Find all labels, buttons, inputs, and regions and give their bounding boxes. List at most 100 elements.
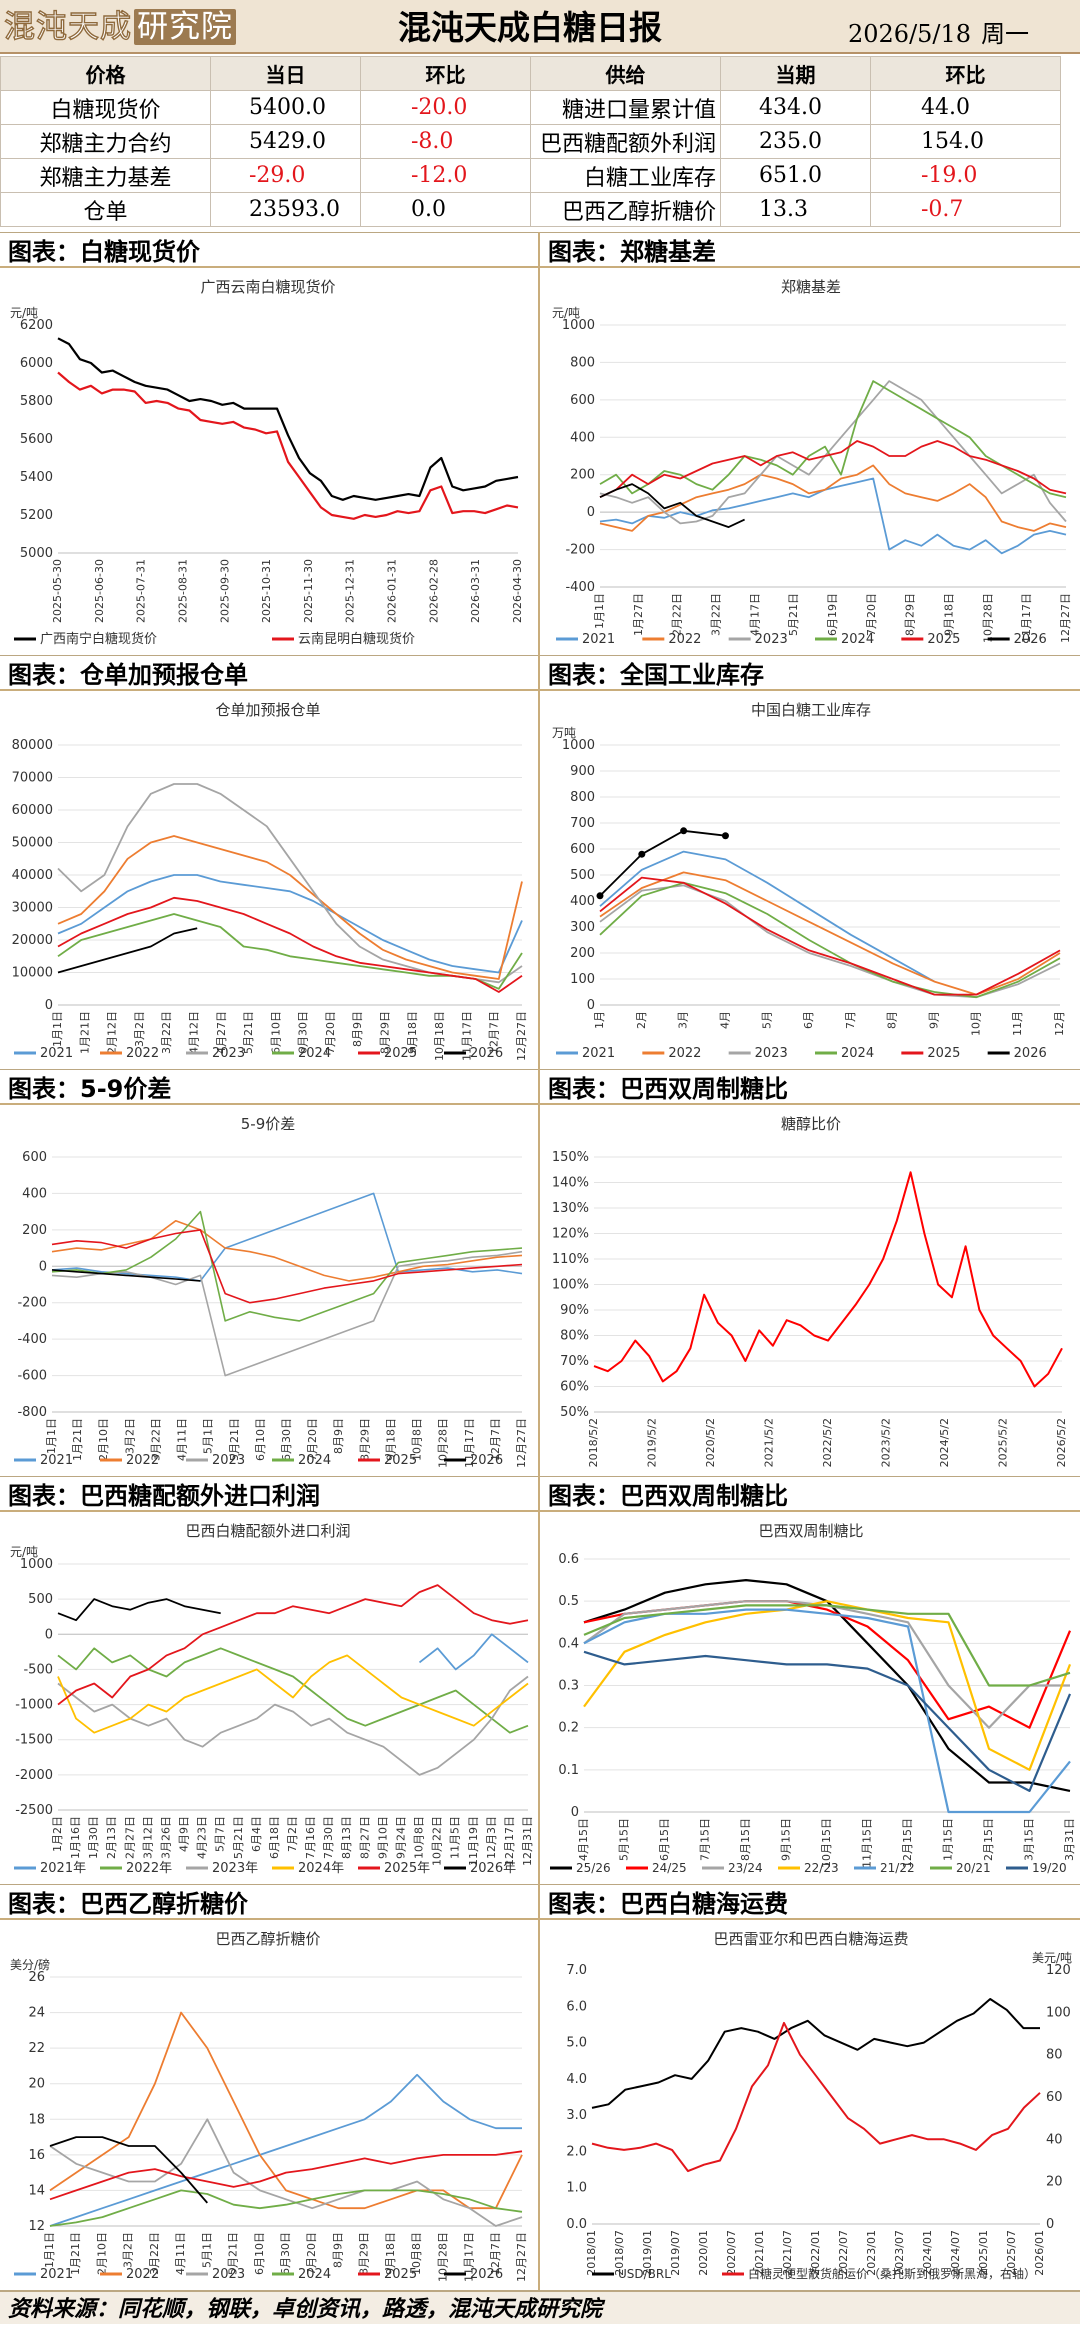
series-line: [57, 1598, 221, 1622]
legend-label: 2023: [212, 1453, 245, 1468]
x-tick-label: 8月9日: [331, 2232, 344, 2268]
x-tick-label: 2025-07-31: [135, 559, 148, 623]
x-tick-label: 6月18日: [268, 1816, 281, 1859]
series-line: [591, 1998, 1040, 2109]
x-tick-label: 2月: [635, 1011, 648, 1029]
x-tick-label: 2026-03-31: [469, 559, 482, 623]
legend-label: 2021年: [40, 1861, 86, 1876]
series-line: [583, 1600, 1072, 1771]
legend-label: 2023: [755, 632, 788, 647]
section-title: 图表：仓单加预报仓单: [0, 655, 538, 691]
indicator-change: 0.0: [360, 192, 531, 227]
x-tick-label: 9月18日: [384, 1418, 397, 1461]
legend-label: USD/BRL: [618, 2267, 671, 2281]
x-tick-label: 3月22日: [160, 1011, 173, 1054]
table-header-row: 价格 当日 环比 供给 当期 环比: [0, 56, 1061, 91]
table-header-cell: 当期: [720, 56, 871, 91]
y-tick-label: 50%: [560, 1405, 589, 1420]
legend-label: 2022: [668, 1046, 701, 1061]
x-tick-label: 6月30日: [297, 1011, 310, 1054]
legend-label: 22/23: [804, 1861, 839, 1875]
x-tick-label: 3月26日: [159, 1816, 172, 1859]
y-tick-label: 0.6: [558, 1552, 579, 1567]
x-tick-label: 12月17日: [503, 1816, 516, 1866]
legend-label: 2021: [40, 2267, 73, 2282]
x-tick-label: 2021/5/2: [763, 1418, 776, 1467]
section-title: 图表：5-9价差: [0, 1069, 538, 1105]
legend-label: 2025: [927, 632, 960, 647]
legend-label: 2024: [298, 1046, 331, 1061]
legend-label: 2022: [668, 632, 701, 647]
y-tick-label: 600: [22, 1150, 47, 1165]
y-axis-unit: 美分/磅: [10, 1957, 50, 1972]
x-tick-label: 5月21日: [787, 593, 800, 636]
y-tick-label: 24: [28, 2006, 45, 2021]
x-tick-label: 2月10日: [95, 2232, 108, 2275]
table-row: 郑糖主力合约 5429.0 -8.0 巴西糖配额外利润 235.0 154.0: [0, 124, 1061, 159]
key-indicator-table: 价格 当日 环比 供给 当期 环比 白糖现货价 5400.0 -20.0 糖进口量累计值 434.0…: [0, 56, 1061, 227]
y-tick-label: -2500: [15, 1803, 53, 1818]
y-tick-label: 500: [570, 868, 595, 883]
indicator-change: 154.0: [870, 124, 1061, 159]
y-axis-unit: 元/吨: [10, 306, 38, 320]
y-tick-label: 600: [570, 842, 595, 857]
x-tick-label: 2025-11-30: [302, 559, 315, 623]
legend-label: 2022: [126, 2267, 159, 2282]
indicator-value: -29.0: [210, 158, 361, 193]
y-tick-label: 18: [28, 2112, 45, 2127]
company-logo: 混沌天成 研究院: [3, 6, 288, 48]
y-tick-label-right: 60: [1046, 2090, 1063, 2105]
y-axis-unit-right: 美元/吨: [1032, 1951, 1072, 1965]
chart-brazil-sugar-mix: 巴西双周制糖比 0 0.1 0.2 0.3 0.4 0.5 0.6 4月15日 5月15日 6月15…: [542, 1514, 1080, 1882]
y-tick-label-right: 120: [1046, 1963, 1071, 1978]
y-tick-label: -2000: [15, 1768, 53, 1783]
x-tick-label: 12月31日: [521, 1816, 534, 1866]
indicator-name: 郑糖主力基差: [0, 158, 211, 193]
x-tick-label: 1月1日: [43, 2232, 56, 2268]
x-tick-label: 10月15日: [820, 1818, 833, 1868]
indicator-value: 13.3: [720, 192, 871, 227]
y-tick-label: 200: [570, 946, 595, 961]
series-line: [51, 1220, 523, 1282]
y-tick-label-right: 100: [1046, 2005, 1071, 2020]
x-tick-label: 4月11日: [174, 2232, 187, 2275]
chart-title: 郑糖基差: [781, 278, 841, 296]
x-tick-label: 4月11日: [176, 1418, 189, 1461]
series-line: [57, 1654, 529, 1734]
x-tick-label: 2025-09-30: [218, 559, 231, 623]
x-tick-label: 2022/07: [837, 2230, 850, 2276]
legend-label: 2022: [126, 1453, 159, 1468]
y-tick-label: 20000: [12, 933, 53, 948]
legend-label: 2024: [298, 2267, 331, 2282]
x-tick-label: 11月17日: [1020, 593, 1033, 643]
x-tick-label: 2月12日: [106, 1011, 119, 1054]
x-tick-label: 2026/01: [1033, 2230, 1046, 2276]
legend-label: 2025: [384, 2267, 417, 2282]
x-tick-label: 11月15日: [861, 1818, 874, 1868]
y-tick-label: 0: [39, 1259, 47, 1274]
x-tick-label: 8月9日: [351, 1011, 364, 1047]
series-line: [49, 2136, 208, 2204]
x-tick-label: 2021/01: [753, 2230, 766, 2276]
x-tick-label: 3月22日: [149, 1418, 162, 1461]
series-line: [49, 2073, 522, 2227]
x-tick-label: 4月27日: [215, 1011, 228, 1054]
x-tick-label: 2026/5/2: [1055, 1418, 1068, 1467]
y-tick-label: 20: [28, 2077, 45, 2092]
legend-label: 2023: [212, 1046, 245, 1061]
x-tick-label: 2018/01: [585, 2230, 598, 2276]
y-axis-unit: 万吨: [552, 726, 576, 740]
weekday: 周一: [981, 20, 1030, 48]
x-tick-label: 11月17日: [463, 1418, 476, 1468]
x-tick-label: 8月27日: [358, 1816, 371, 1859]
y-tick-label: 1000: [562, 318, 595, 333]
legend-label: 2026: [470, 1046, 503, 1061]
x-tick-label: 11月: [1011, 1011, 1024, 1036]
y-tick-label: 1000: [20, 1557, 53, 1572]
y-tick-label: 110%: [552, 1252, 589, 1267]
y-tick-label: 700: [570, 816, 595, 831]
y-tick-label: 80%: [560, 1329, 589, 1344]
x-tick-label: 1月21日: [69, 2232, 82, 2275]
x-tick-label: 2月27日: [123, 1816, 136, 1859]
